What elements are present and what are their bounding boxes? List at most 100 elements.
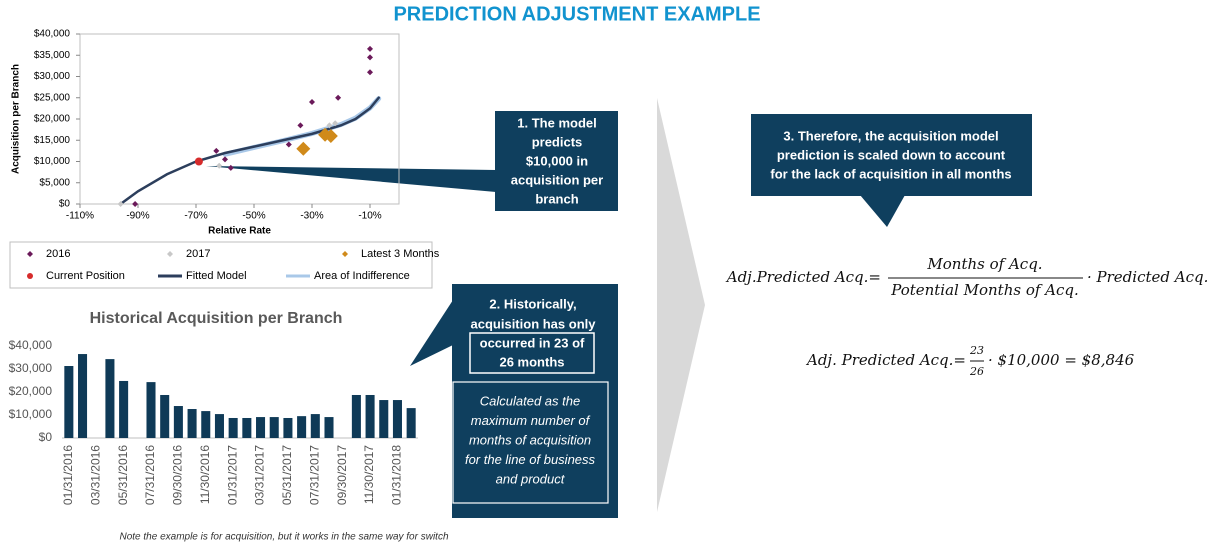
point bbox=[297, 122, 304, 129]
bar bbox=[283, 417, 293, 438]
bar bbox=[160, 394, 170, 438]
formula-rhs: · $10,000 = $8,846 bbox=[988, 351, 1135, 369]
y-tick-label: $20,000 bbox=[34, 114, 71, 125]
x-axis-title: Relative Rate bbox=[208, 226, 271, 237]
slide-title: PREDICTION ADJUSTMENT EXAMPLE bbox=[393, 3, 760, 25]
point bbox=[216, 162, 223, 169]
callout-box bbox=[751, 114, 1032, 196]
formula-rhs: · Predicted Acq. bbox=[1087, 268, 1208, 286]
callout-text: acquisition per bbox=[511, 172, 603, 187]
point bbox=[367, 45, 373, 52]
x-tick-label: 11/30/2016 bbox=[198, 445, 212, 504]
callout-text: 26 months bbox=[499, 354, 564, 369]
x-tick-label: 09/30/2016 bbox=[171, 445, 185, 505]
point bbox=[296, 141, 311, 156]
bar bbox=[242, 417, 252, 438]
formula-denominator: Potential Months of Acq. bbox=[890, 281, 1079, 299]
callout-pointer bbox=[410, 300, 453, 366]
y-tick-label: $10,000 bbox=[9, 407, 53, 421]
highlight-box bbox=[469, 332, 595, 374]
x-tick-label: -50% bbox=[242, 211, 265, 222]
y-tick-label: $20,000 bbox=[9, 384, 53, 398]
point bbox=[222, 156, 228, 163]
footnote: Note the example is for acquisition, but… bbox=[119, 532, 448, 543]
formula-denominator: 26 bbox=[969, 365, 984, 378]
callout-detail: maximum number of bbox=[471, 413, 591, 428]
chart-title: Historical Acquisition per Branch bbox=[90, 310, 343, 327]
x-tick-label: -110% bbox=[66, 211, 94, 222]
callout-text: occurred in 23 of bbox=[480, 335, 585, 350]
callout-text: $10,000 in bbox=[526, 153, 588, 168]
legend-swatch bbox=[167, 251, 173, 257]
formula-lhs: Adj. Predicted Acq.= bbox=[805, 351, 966, 369]
callout-text: 1. The model bbox=[517, 115, 596, 130]
callout-box bbox=[495, 111, 618, 211]
bar bbox=[105, 359, 115, 438]
y-tick-label: $30,000 bbox=[34, 71, 71, 82]
bar bbox=[256, 417, 266, 438]
y-axis-title: Acquisition per Branch bbox=[11, 64, 22, 174]
formula-lhs: Adj.Predicted Acq.= bbox=[725, 268, 881, 286]
callout-text: prediction is scaled down to account bbox=[777, 147, 1006, 162]
point bbox=[309, 99, 315, 105]
x-tick-label: -90% bbox=[126, 211, 149, 222]
point bbox=[285, 141, 292, 148]
callout-detail: Calculated as the bbox=[480, 393, 580, 408]
x-tick-label: 03/31/2017 bbox=[253, 445, 267, 505]
x-tick-label: 07/31/2016 bbox=[143, 445, 157, 505]
formula-numerator: 23 bbox=[969, 344, 984, 357]
x-tick-label: 07/31/2017 bbox=[307, 445, 321, 505]
x-tick-label: 05/31/2016 bbox=[116, 445, 130, 505]
bar bbox=[392, 400, 402, 438]
y-tick-label: $0 bbox=[39, 430, 53, 444]
point bbox=[335, 94, 342, 101]
y-tick-label: $30,000 bbox=[9, 361, 53, 375]
bar bbox=[173, 406, 183, 438]
bar bbox=[228, 417, 238, 438]
bar bbox=[406, 408, 416, 438]
y-tick-label: $25,000 bbox=[34, 92, 71, 103]
bar bbox=[324, 417, 334, 438]
point bbox=[367, 54, 373, 61]
formula-numerator: Months of Acq. bbox=[926, 255, 1042, 273]
bar bbox=[379, 400, 389, 438]
bar bbox=[78, 354, 88, 438]
point bbox=[332, 120, 339, 127]
point bbox=[213, 147, 220, 154]
y-tick-label: $0 bbox=[59, 199, 71, 210]
bar bbox=[64, 366, 74, 438]
legend-label: 2016 bbox=[46, 248, 70, 260]
x-tick-label: 01/31/2018 bbox=[390, 445, 404, 505]
point bbox=[326, 122, 333, 129]
callout-text: 3. Therefore, the acquisition model bbox=[783, 128, 998, 143]
x-tick-label: 01/31/2016 bbox=[61, 445, 75, 505]
callout-detail: and product bbox=[496, 471, 566, 486]
legend-swatch bbox=[342, 251, 348, 257]
bar bbox=[187, 409, 197, 438]
y-tick-label: $40,000 bbox=[34, 29, 71, 40]
point bbox=[117, 201, 124, 207]
legend-label: 2017 bbox=[186, 248, 210, 260]
callout-pointer bbox=[860, 195, 905, 227]
x-tick-label: -10% bbox=[358, 211, 381, 222]
bar bbox=[201, 411, 211, 438]
callout-text: branch bbox=[535, 191, 578, 206]
bar bbox=[297, 416, 307, 438]
bar bbox=[351, 394, 361, 438]
x-tick-label: -70% bbox=[184, 211, 207, 222]
callout-detail: months of acquisition bbox=[469, 432, 591, 447]
bar bbox=[119, 380, 129, 438]
x-tick-label: -30% bbox=[300, 211, 323, 222]
y-tick-label: $40,000 bbox=[9, 338, 53, 352]
bar bbox=[214, 414, 224, 438]
legend-label: Latest 3 Months bbox=[361, 248, 440, 260]
point bbox=[132, 201, 139, 207]
x-tick-label: 09/30/2017 bbox=[335, 445, 349, 505]
legend-swatch bbox=[27, 273, 33, 279]
legend-swatch bbox=[27, 251, 33, 257]
bar bbox=[310, 414, 320, 438]
legend-box bbox=[9, 241, 433, 289]
point bbox=[323, 129, 338, 143]
